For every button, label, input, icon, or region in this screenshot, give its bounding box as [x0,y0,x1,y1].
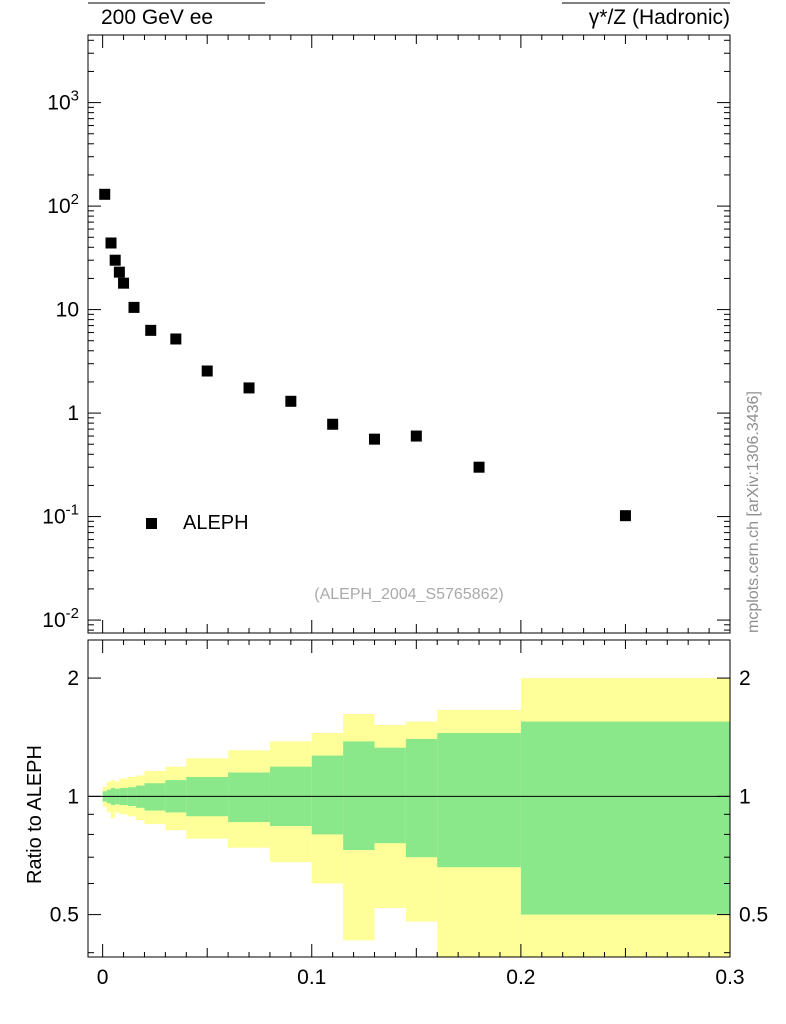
side-caption: mcplots.cern.ch [arXiv:1306.3436] [745,391,762,633]
legend-label: ALEPH [183,512,249,534]
main-frame [87,34,731,634]
x-ticks [102,640,731,957]
ratio-bands [102,678,730,957]
data-point-marker [113,266,125,278]
tick-label: 0.2 [506,966,535,989]
ratio-band-inner [437,732,521,868]
data-point-marker [243,382,255,394]
tick-label: 10 [56,299,79,322]
data-point-marker [170,333,182,345]
data-point-marker [619,510,631,522]
y-ticks [88,677,730,954]
ratio-band-inner [228,772,270,823]
data-point-marker [368,433,380,445]
tick-label: 0.3 [715,966,744,989]
data-point-marker [285,395,297,407]
legend-marker-square-icon [146,518,157,529]
data-point-marker [128,301,140,313]
legend: ALEPH [146,512,249,535]
analysis-watermark: (ALEPH_2004_S5765862) [314,586,504,603]
data-point-marker [201,365,213,377]
data-point-marker [109,254,121,266]
data-point-marker [327,418,339,430]
ratio-y-axis-label: Ratio to ALEPH [24,745,46,884]
data-point-marker [410,430,422,442]
ratio-band-inner [144,783,166,811]
header-left-title: 200 GeV ee [101,6,214,29]
ratio-band-inner [520,721,730,915]
tick-label: 2 [67,667,79,690]
tick-label: 2 [739,667,751,690]
data-point-marker [145,324,157,336]
data-point-marker [105,237,117,249]
tick-label: 102 [47,191,79,218]
header-right-title: γ*/Z (Hadronic) [588,6,730,29]
data-point-marker [99,188,111,200]
data-point-marker [473,461,485,473]
x-ticks [102,35,731,633]
ratio-band-inner [311,755,344,835]
ratio-band-inner [374,747,406,844]
tick-label: 103 [47,88,79,115]
tick-label: 0.1 [297,966,326,989]
data-points [99,188,631,522]
tick-label: 1 [67,785,79,808]
data-point-marker [118,277,130,289]
tick-label: 10-1 [42,502,79,529]
tick-label: 0.5 [739,904,768,927]
tick-label: 1 [67,402,79,425]
ratio-band-inner [343,741,375,851]
ratio-frame [87,639,731,958]
y-ticks [88,39,730,631]
tick-label: 10-2 [42,605,79,632]
tick-label: 0.5 [50,904,79,927]
tick-label: 1 [739,785,751,808]
tick-label: 0 [97,966,109,989]
ratio-band-inner [405,738,438,858]
